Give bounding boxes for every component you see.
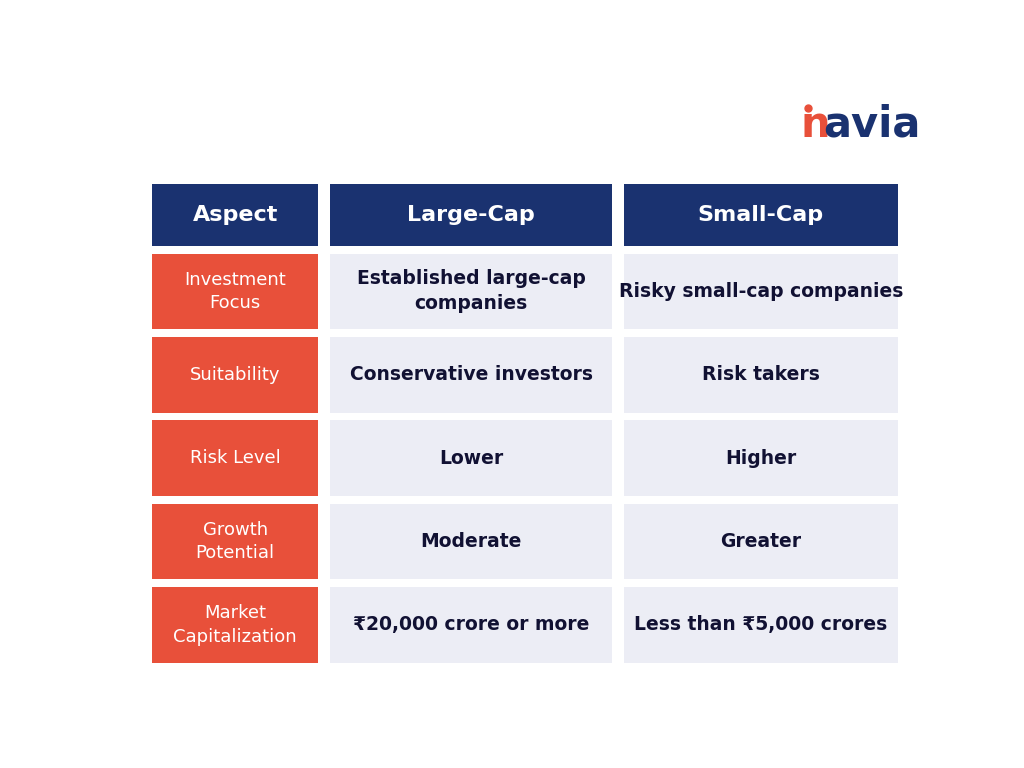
FancyBboxPatch shape: [331, 420, 612, 496]
FancyBboxPatch shape: [624, 184, 898, 246]
FancyBboxPatch shape: [331, 253, 612, 329]
Text: Aspect: Aspect: [193, 205, 278, 225]
FancyBboxPatch shape: [152, 420, 318, 496]
FancyBboxPatch shape: [152, 587, 318, 663]
FancyBboxPatch shape: [624, 504, 898, 579]
Text: Small-Cap: Small-Cap: [697, 205, 824, 225]
Text: Less than ₹5,000 crores: Less than ₹5,000 crores: [634, 615, 888, 634]
Text: ₹20,000 crore or more: ₹20,000 crore or more: [353, 615, 590, 634]
FancyBboxPatch shape: [152, 337, 318, 412]
Text: Greater: Greater: [720, 532, 802, 551]
FancyBboxPatch shape: [624, 253, 898, 329]
Text: Risk takers: Risk takers: [702, 366, 820, 384]
Text: Suitability: Suitability: [189, 366, 281, 384]
FancyBboxPatch shape: [152, 253, 318, 329]
Text: Established large-cap
companies: Established large-cap companies: [356, 270, 586, 313]
FancyBboxPatch shape: [624, 420, 898, 496]
Text: avia: avia: [823, 104, 921, 146]
FancyBboxPatch shape: [331, 184, 612, 246]
FancyBboxPatch shape: [624, 587, 898, 663]
Text: Risk Level: Risk Level: [189, 449, 281, 467]
FancyBboxPatch shape: [152, 504, 318, 579]
Text: Large-Cap: Large-Cap: [408, 205, 536, 225]
Text: Conservative investors: Conservative investors: [350, 366, 593, 384]
FancyBboxPatch shape: [152, 184, 318, 246]
Text: Growth
Potential: Growth Potential: [196, 521, 274, 562]
FancyBboxPatch shape: [624, 337, 898, 412]
Text: Market
Capitalization: Market Capitalization: [173, 604, 297, 646]
Text: Moderate: Moderate: [421, 532, 522, 551]
Text: Higher: Higher: [725, 449, 797, 468]
FancyBboxPatch shape: [331, 337, 612, 412]
Text: Risky small-cap companies: Risky small-cap companies: [618, 282, 903, 301]
FancyBboxPatch shape: [331, 504, 612, 579]
Text: Investment
Focus: Investment Focus: [184, 270, 286, 313]
FancyBboxPatch shape: [331, 587, 612, 663]
Text: Lower: Lower: [439, 449, 504, 468]
Text: ñavia: ñavia: [800, 104, 927, 146]
Text: n: n: [800, 104, 829, 146]
